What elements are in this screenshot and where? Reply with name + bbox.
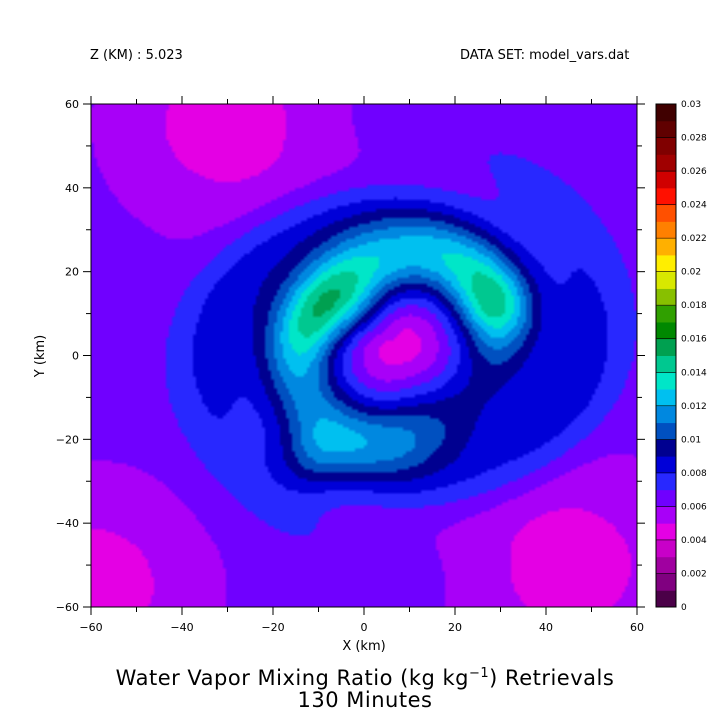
y-tick-label: 40 <box>65 182 79 195</box>
colorbar-swatch <box>656 389 676 407</box>
colorbar-swatch <box>656 288 676 306</box>
colorbar-label: 0.028 <box>681 134 707 144</box>
colorbar-label: 0.004 <box>681 536 707 546</box>
colorbar-swatch <box>656 573 676 591</box>
colorbar-swatch <box>656 238 676 256</box>
colorbar: 0 0.002 0.004 0.006 0.008 0.01 0.012 0.014 0.016… <box>655 100 707 613</box>
x-tick-label: 40 <box>539 621 553 634</box>
colorbar-swatch <box>656 321 676 340</box>
y-tick-label: 0 <box>72 350 79 363</box>
colorbar-swatch <box>656 405 676 424</box>
colorbar-label: 0.024 <box>681 201 707 211</box>
colorbar-label: 0.006 <box>681 502 707 512</box>
x-tick-label: 20 <box>448 621 462 634</box>
contour-plot-area <box>91 104 637 607</box>
colorbar-label: 0.03 <box>681 100 701 110</box>
colorbar-label: 0.02 <box>681 268 701 278</box>
colorbar-swatch <box>656 539 676 558</box>
colorbar-label: 0.018 <box>681 301 707 311</box>
x-tick-label: 0 <box>361 621 368 634</box>
x-axis-label: X (km) <box>342 639 385 654</box>
colorbar-swatch <box>656 120 676 139</box>
colorbar-label: 0.01 <box>681 435 701 445</box>
colorbar-swatch <box>656 556 676 574</box>
colorbar-swatch <box>656 305 676 323</box>
title-text: Water Vapor Mixing Ratio (kg kg <box>115 666 469 690</box>
y-axis-label: Y (km) <box>33 335 48 378</box>
axes: −60 −40 −20 0 20 40 60 −60 −40 −20 0 20 40 60 <box>56 96 645 634</box>
colorbar-swatch <box>656 372 676 390</box>
colorbar-label: 0.012 <box>681 402 707 412</box>
colorbar-swatch <box>656 271 676 289</box>
x-tick-label: −40 <box>170 621 193 634</box>
y-tick-label: −20 <box>56 433 79 446</box>
mixing-ratio-field <box>91 104 637 607</box>
colorbar-swatch <box>656 221 676 239</box>
colorbar-swatch <box>656 171 676 189</box>
colorbar-label: 0 <box>681 603 687 613</box>
colorbar-label: 0.008 <box>681 469 707 479</box>
colorbar-label: 0.002 <box>681 569 707 579</box>
title-exponent: −1 <box>469 666 490 681</box>
colorbar-swatch <box>656 439 676 457</box>
x-tick-label: 60 <box>630 621 644 634</box>
colorbar-label: 0.016 <box>681 335 707 345</box>
x-tick-label: −20 <box>261 621 284 634</box>
colorbar-swatch <box>656 355 676 373</box>
colorbar-swatch <box>656 506 676 524</box>
colorbar-swatch <box>656 204 676 222</box>
colorbar-swatch <box>656 154 676 172</box>
colorbar-swatch <box>656 523 676 541</box>
colorbar-label: 0.026 <box>681 167 707 177</box>
colorbar-swatch <box>656 254 676 273</box>
colorbar-swatch <box>656 472 676 491</box>
dataset-label: DATA SET: model_vars.dat <box>460 48 630 63</box>
colorbar-swatch <box>656 104 676 122</box>
y-tick-label: −60 <box>56 601 79 614</box>
colorbar-swatch <box>656 338 676 356</box>
level-label: Z (KM) : 5.023 <box>90 48 183 63</box>
colorbar-swatch <box>656 422 676 440</box>
y-tick-label: 20 <box>65 266 79 279</box>
colorbar-swatch <box>656 187 676 206</box>
colorbar-swatch <box>656 137 676 155</box>
y-tick-label: −40 <box>56 517 79 530</box>
colorbar-label: 0.022 <box>681 234 707 244</box>
title-suffix: ) Retrievals <box>489 666 615 690</box>
colorbar-label: 0.014 <box>681 368 707 378</box>
chart-title: Water Vapor Mixing Ratio (kg kg−1) Retri… <box>0 666 713 690</box>
x-tick-label: −60 <box>79 621 102 634</box>
y-tick-label: 60 <box>65 98 79 111</box>
chart-subtitle: 130 Minutes <box>297 688 433 712</box>
colorbar-swatch <box>656 590 676 608</box>
colorbar-swatch <box>656 456 676 474</box>
colorbar-swatch <box>656 489 676 507</box>
